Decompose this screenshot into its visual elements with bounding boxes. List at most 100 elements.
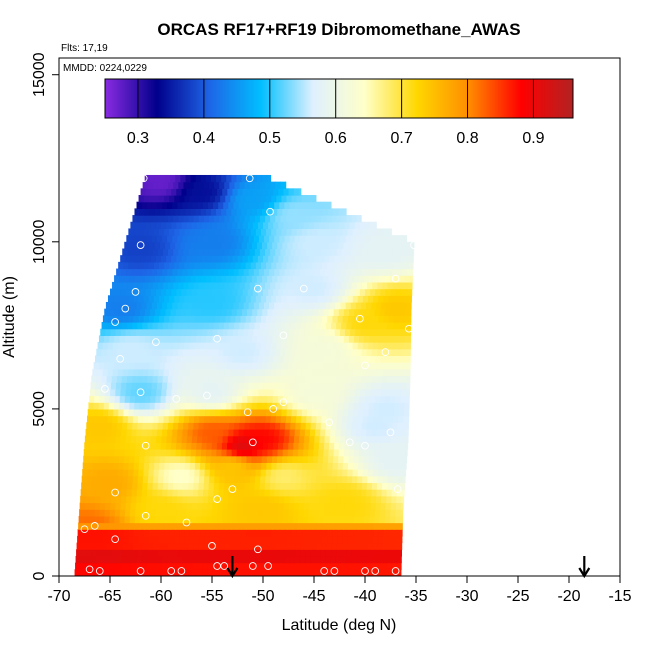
heatmap-cell xyxy=(294,495,301,504)
heatmap-cell xyxy=(333,208,340,216)
heatmap-cell xyxy=(104,515,110,524)
heatmap-cell xyxy=(351,322,358,330)
heatmap-cell xyxy=(224,248,230,256)
heatmap-cell xyxy=(360,502,366,510)
heatmap-cell xyxy=(398,261,405,270)
heatmap-cell xyxy=(329,442,335,450)
heatmap-cell xyxy=(239,322,245,330)
heatmap-cell xyxy=(268,435,275,443)
heatmap-cell xyxy=(353,362,360,370)
heatmap-cell xyxy=(361,375,368,383)
heatmap-cell xyxy=(130,288,137,296)
heatmap-cell xyxy=(107,469,114,477)
heatmap-cell xyxy=(198,422,205,430)
heatmap-cell xyxy=(107,535,114,544)
heatmap-cell xyxy=(239,348,245,357)
heatmap-cell xyxy=(121,422,128,430)
heatmap-cell xyxy=(202,328,208,336)
heatmap-cell xyxy=(343,241,350,250)
heatmap-cell xyxy=(363,408,369,417)
heatmap-cell xyxy=(141,328,147,336)
heatmap-cell xyxy=(238,301,245,310)
heatmap-cell xyxy=(375,495,382,504)
heatmap-cell xyxy=(170,395,177,403)
heatmap-cell xyxy=(299,428,306,437)
heatmap-cell xyxy=(156,428,163,437)
heatmap-cell xyxy=(266,228,272,236)
heatmap-cell xyxy=(178,475,185,484)
heatmap-cell xyxy=(393,261,400,270)
heatmap-cell xyxy=(126,562,132,570)
heatmap-cell xyxy=(342,535,349,544)
heatmap-cell xyxy=(309,562,316,570)
heatmap-cell xyxy=(125,328,132,336)
heatmap-cell xyxy=(298,255,305,263)
heatmap-cell xyxy=(357,415,363,423)
heatmap-cell xyxy=(197,489,204,497)
heatmap-cell xyxy=(108,529,114,537)
heatmap-cell xyxy=(145,388,152,397)
heatmap-cell xyxy=(157,482,164,490)
heatmap-cell xyxy=(92,529,99,537)
heatmap-cell xyxy=(176,442,182,450)
heatmap-cell xyxy=(83,455,89,463)
heatmap-cell xyxy=(263,382,270,390)
heatmap-cell xyxy=(248,382,255,390)
heatmap-cell xyxy=(322,455,329,463)
heatmap-cell xyxy=(403,415,409,423)
heatmap-cell xyxy=(378,529,385,537)
heatmap-cell xyxy=(293,569,300,576)
heatmap-cell xyxy=(147,322,154,330)
heatmap-cell xyxy=(319,221,325,230)
heatmap-cell xyxy=(126,301,133,310)
heatmap-cell xyxy=(217,435,224,443)
heatmap-cell xyxy=(135,388,142,397)
heatmap-cell xyxy=(102,415,108,423)
heatmap-cell xyxy=(257,449,263,457)
heatmap-cell xyxy=(170,308,177,316)
heatmap-cell xyxy=(202,502,208,510)
heatmap-cell xyxy=(159,402,166,410)
heatmap-cell xyxy=(102,315,109,323)
heatmap-cell xyxy=(119,308,126,316)
heatmap-cell xyxy=(359,442,366,450)
heatmap-cell xyxy=(105,502,111,510)
heatmap-cell xyxy=(235,408,242,417)
heatmap-cell xyxy=(253,382,260,390)
heatmap-cell xyxy=(244,215,251,223)
heatmap-cell xyxy=(145,255,152,263)
heatmap-cell xyxy=(226,275,232,283)
heatmap-cell xyxy=(301,315,308,323)
heatmap-cell xyxy=(306,415,312,423)
heatmap-cell xyxy=(280,281,287,290)
heatmap-cell xyxy=(386,555,393,564)
heatmap-cell xyxy=(151,268,158,276)
heatmap-cell xyxy=(349,502,356,510)
heatmap-cell xyxy=(204,342,211,350)
heatmap-cell xyxy=(270,415,277,423)
arrow-head xyxy=(578,567,591,579)
heatmap-cell xyxy=(344,255,351,263)
heatmap-cell xyxy=(187,428,194,437)
heatmap-cell xyxy=(361,348,368,357)
heatmap-cell xyxy=(336,542,343,550)
heatmap-cell xyxy=(319,255,325,263)
heatmap-cell xyxy=(150,288,157,296)
heatmap-cell xyxy=(187,495,193,504)
heatmap-cell xyxy=(370,328,377,336)
heatmap-cell xyxy=(103,522,110,530)
heatmap-cell xyxy=(203,549,210,557)
heatmap-cell xyxy=(175,208,181,216)
heatmap-cell xyxy=(100,428,107,437)
heatmap-cell xyxy=(278,288,284,296)
heatmap-cell xyxy=(272,308,279,316)
heatmap-cell xyxy=(375,435,382,443)
heatmap-cell xyxy=(126,348,133,357)
heatmap-cell xyxy=(330,268,337,276)
heatmap-cell xyxy=(279,301,286,310)
heatmap-cell xyxy=(304,328,310,336)
heatmap-cell xyxy=(235,228,242,236)
heatmap-cell xyxy=(246,522,253,530)
heatmap-cell xyxy=(244,549,251,557)
heatmap-cell xyxy=(248,328,254,336)
